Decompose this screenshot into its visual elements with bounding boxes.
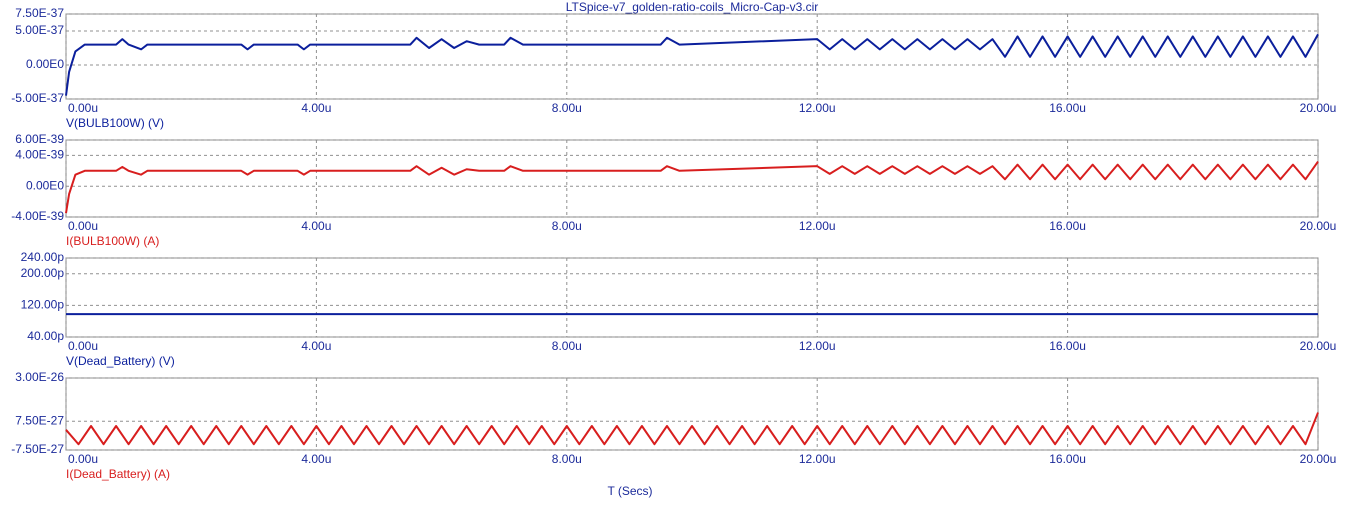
y-tick-label: 3.00E-26 xyxy=(15,370,64,384)
x-tick-label: 0.00u xyxy=(68,339,98,353)
x-tick-label: 12.00u xyxy=(799,339,836,353)
y-tick-label: 5.00E-37 xyxy=(15,23,64,37)
trace xyxy=(65,412,1319,446)
y-tick-label: -5.00E-37 xyxy=(11,91,64,105)
x-tick-label: 8.00u xyxy=(552,219,582,233)
x-tick-label: 0.00u xyxy=(68,219,98,233)
x-tick-label: 4.00u xyxy=(301,219,331,233)
x-tick-label: 16.00u xyxy=(1049,101,1086,115)
x-tick-label: 20.00u xyxy=(1300,452,1337,466)
x-tick-label: 8.00u xyxy=(552,101,582,115)
y-tick-label: 0.00E0 xyxy=(26,178,64,192)
y-tick-label: 7.50E-37 xyxy=(15,6,64,20)
x-tick-label: 4.00u xyxy=(301,339,331,353)
y-tick-label: 0.00E0 xyxy=(26,57,64,71)
legend-label: I(BULB100W) (A) xyxy=(66,234,159,248)
x-tick-label: 4.00u xyxy=(301,452,331,466)
plot-title: LTSpice-v7_golden-ratio-coils_Micro-Cap-… xyxy=(566,0,819,14)
y-tick-label: 40.00p xyxy=(27,329,64,343)
x-axis-label: T (Secs) xyxy=(607,484,652,498)
legend-label: I(Dead_Battery) (A) xyxy=(66,467,170,481)
x-tick-label: 12.00u xyxy=(799,101,836,115)
x-tick-label: 16.00u xyxy=(1049,219,1086,233)
y-tick-label: -7.50E-27 xyxy=(11,442,64,456)
y-tick-label: 120.00p xyxy=(21,298,65,312)
y-tick-label: 4.00E-39 xyxy=(15,148,64,162)
legend-label: V(Dead_Battery) (V) xyxy=(66,354,175,368)
y-tick-label: 200.00p xyxy=(21,266,65,280)
x-tick-label: 20.00u xyxy=(1300,101,1337,115)
x-tick-label: 8.00u xyxy=(552,452,582,466)
x-tick-label: 8.00u xyxy=(552,339,582,353)
x-tick-label: 12.00u xyxy=(799,219,836,233)
x-tick-label: 20.00u xyxy=(1300,219,1337,233)
x-tick-label: 4.00u xyxy=(301,101,331,115)
x-tick-label: 16.00u xyxy=(1049,339,1086,353)
y-tick-label: 7.50E-27 xyxy=(15,413,64,427)
x-tick-label: 16.00u xyxy=(1049,452,1086,466)
x-tick-label: 20.00u xyxy=(1300,339,1337,353)
y-tick-label: 240.00p xyxy=(21,250,65,264)
trace xyxy=(65,33,1319,96)
x-tick-label: 12.00u xyxy=(799,452,836,466)
trace xyxy=(65,160,1319,214)
x-tick-label: 0.00u xyxy=(68,452,98,466)
legend-label: V(BULB100W) (V) xyxy=(66,116,164,130)
y-tick-label: -4.00E-39 xyxy=(11,209,64,223)
x-tick-label: 0.00u xyxy=(68,101,98,115)
y-tick-label: 6.00E-39 xyxy=(15,132,64,146)
